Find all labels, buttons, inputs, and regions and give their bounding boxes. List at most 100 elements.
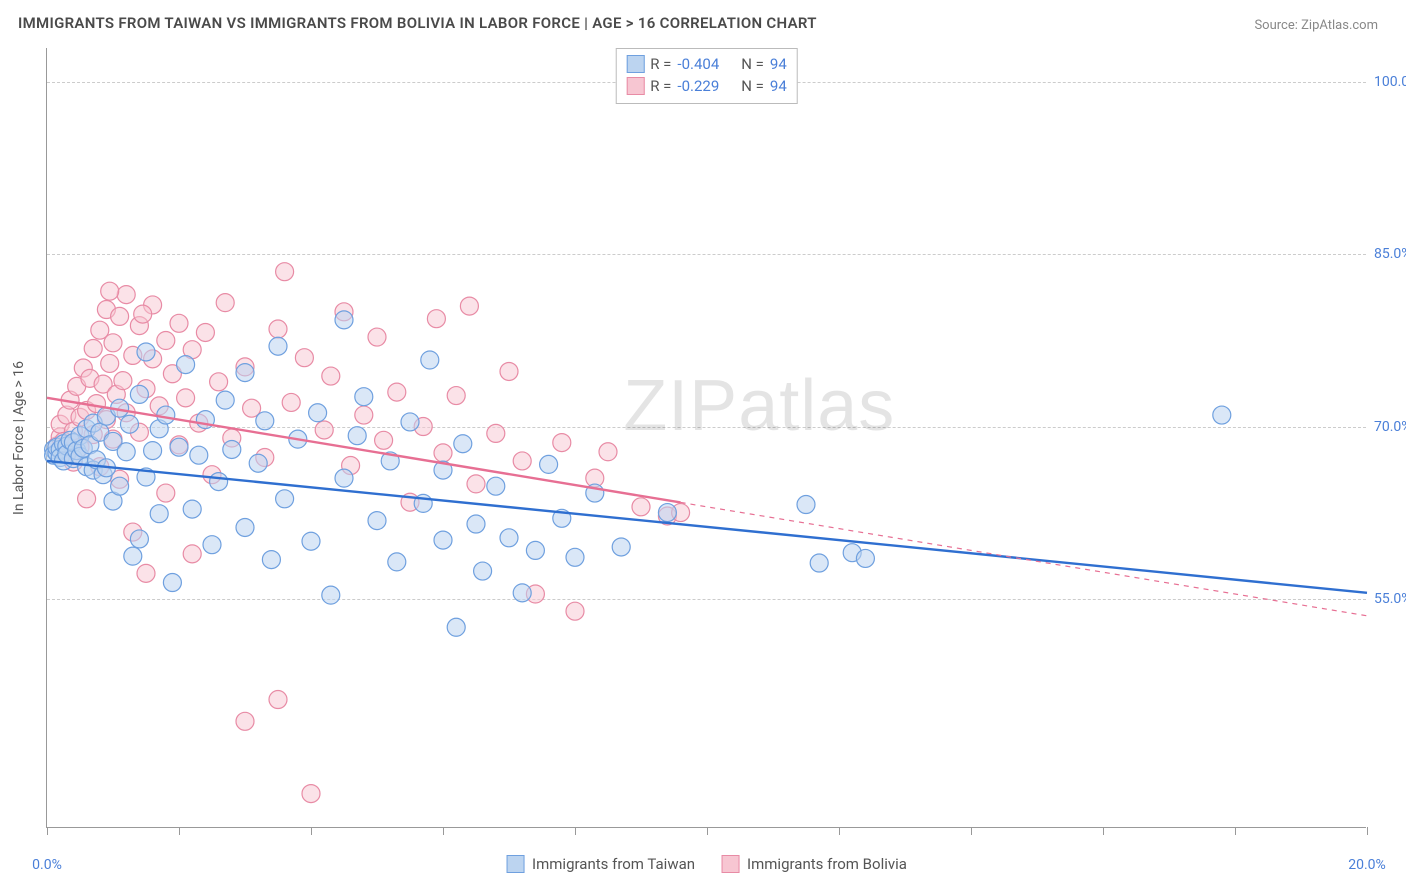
bolivia-point — [322, 367, 340, 385]
x-tick — [707, 827, 708, 835]
taiwan-point — [335, 311, 353, 329]
bolivia-point — [269, 320, 287, 338]
taiwan-point — [150, 505, 168, 523]
bolivia-point — [427, 310, 445, 328]
taiwan-point — [540, 455, 558, 473]
chart-title: IMMIGRANTS FROM TAIWAN VS IMMIGRANTS FRO… — [18, 14, 817, 32]
n-value: 94 — [770, 75, 787, 97]
bolivia-point — [101, 282, 119, 300]
bolivia-point — [196, 323, 214, 341]
bolivia-point — [295, 349, 313, 367]
legend-stat-row-bolivia: R =-0.229N =94 — [626, 75, 787, 97]
taiwan-point — [1213, 406, 1231, 424]
bolivia-point — [487, 424, 505, 442]
taiwan-point — [269, 337, 287, 355]
taiwan-point — [210, 473, 228, 491]
taiwan-point — [130, 385, 148, 403]
taiwan-point — [434, 531, 452, 549]
taiwan-point — [454, 435, 472, 453]
bolivia-point — [78, 490, 96, 508]
bolivia-point — [101, 354, 119, 372]
x-tick — [839, 827, 840, 835]
legend-swatch-icon — [626, 55, 644, 73]
x-tick — [179, 827, 180, 835]
n-label: N = — [741, 75, 764, 97]
legend-swatch-icon — [626, 77, 644, 95]
x-tick-label: 0.0% — [32, 857, 62, 873]
bolivia-point — [117, 286, 135, 304]
taiwan-point — [276, 490, 294, 508]
taiwan-point — [474, 562, 492, 580]
legend-swatch-icon — [506, 855, 524, 873]
taiwan-point — [236, 364, 254, 382]
taiwan-point — [223, 440, 241, 458]
taiwan-point — [302, 532, 320, 550]
taiwan-point — [355, 388, 373, 406]
x-tick — [1103, 827, 1104, 835]
bolivia-point — [269, 691, 287, 709]
legend-series-label: Immigrants from Bolivia — [747, 855, 907, 873]
r-label: R = — [650, 75, 671, 97]
source-attribution: Source: ZipAtlas.com — [1254, 18, 1378, 33]
bolivia-point — [157, 484, 175, 502]
x-tick — [1367, 827, 1368, 835]
taiwan-point — [157, 406, 175, 424]
bolivia-point — [157, 332, 175, 350]
taiwan-point — [236, 518, 254, 536]
taiwan-point — [467, 515, 485, 533]
taiwan-point — [130, 530, 148, 548]
bolivia-point — [216, 294, 234, 312]
taiwan-point — [117, 443, 135, 461]
taiwan-point — [111, 477, 129, 495]
bolivia-point — [114, 372, 132, 390]
x-tick — [443, 827, 444, 835]
legend-item-bolivia: Immigrants from Bolivia — [721, 855, 907, 873]
y-tick-label: 85.0% — [1374, 246, 1406, 262]
bolivia-point — [460, 297, 478, 315]
taiwan-point — [658, 504, 676, 522]
taiwan-point — [500, 529, 518, 547]
x-tick — [1235, 827, 1236, 835]
bolivia-point — [513, 452, 531, 470]
bolivia-point — [375, 431, 393, 449]
taiwan-point — [513, 584, 531, 602]
taiwan-point — [401, 413, 419, 431]
bolivia-point — [388, 383, 406, 401]
taiwan-point — [309, 404, 327, 422]
bolivia-point — [177, 389, 195, 407]
bolivia-point — [137, 564, 155, 582]
x-tick — [575, 827, 576, 835]
source-link[interactable]: ZipAtlas.com — [1301, 18, 1378, 33]
series-legend: Immigrants from Taiwan Immigrants from Bo… — [506, 855, 907, 873]
taiwan-point — [797, 496, 815, 514]
r-label: R = — [650, 53, 671, 75]
bolivia-point — [111, 307, 129, 325]
taiwan-point — [368, 512, 386, 530]
legend-item-taiwan: Immigrants from Taiwan — [506, 855, 695, 873]
bolivia-point — [500, 362, 518, 380]
n-value: 94 — [770, 53, 787, 75]
bolivia-point — [84, 340, 102, 358]
y-tick-label: 100.0% — [1374, 74, 1406, 90]
x-tick — [311, 827, 312, 835]
x-tick-label: 20.0% — [1348, 857, 1386, 873]
n-label: N = — [741, 53, 764, 75]
bolivia-point — [276, 263, 294, 281]
taiwan-point — [170, 438, 188, 456]
legend-stat-row-taiwan: R =-0.404N =94 — [626, 53, 787, 75]
taiwan-point — [249, 454, 267, 472]
bolivia-point — [553, 434, 571, 452]
bolivia-point — [434, 444, 452, 462]
legend-swatch-icon — [721, 855, 739, 873]
taiwan-point — [348, 427, 366, 445]
y-axis-title: In Labor Force | Age > 16 — [11, 361, 27, 515]
taiwan-point — [163, 574, 181, 592]
bolivia-point — [566, 602, 584, 620]
taiwan-point — [190, 446, 208, 464]
bolivia-point — [599, 443, 617, 461]
taiwan-point — [262, 551, 280, 569]
y-tick-label: 55.0% — [1374, 591, 1406, 607]
taiwan-point — [566, 548, 584, 566]
taiwan-point — [216, 391, 234, 409]
x-tick — [47, 827, 48, 835]
